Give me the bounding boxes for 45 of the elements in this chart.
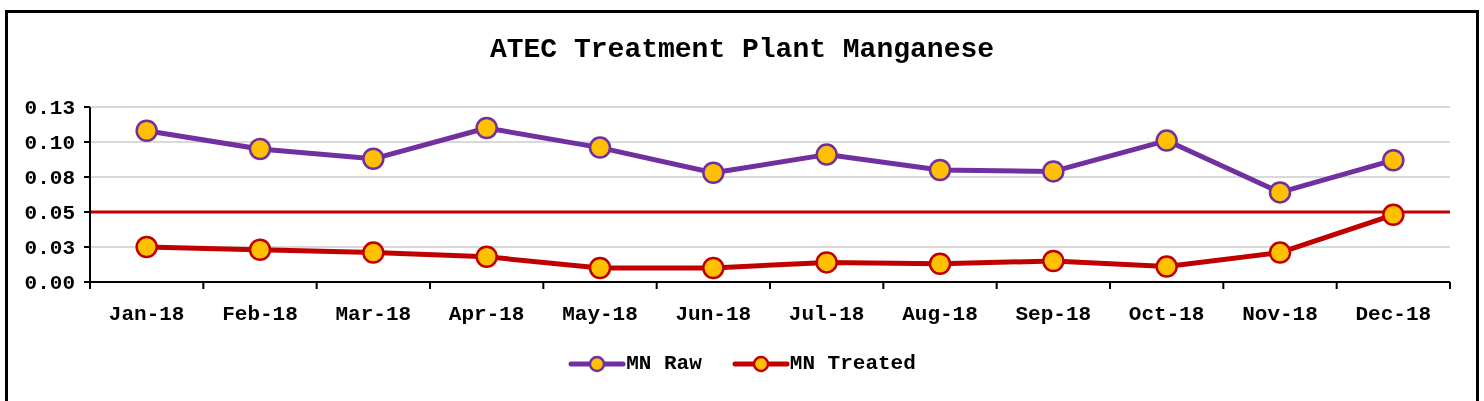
x-tick-label: Mar-18 xyxy=(335,303,412,327)
legend-label: MN Treated xyxy=(789,352,916,376)
x-tick-label: Jul-18 xyxy=(788,303,865,327)
point xyxy=(362,241,385,264)
point xyxy=(475,245,498,269)
chart-title: ATEC Treatment Plant Manganese xyxy=(488,33,996,67)
y-tick-label: 0.08 xyxy=(24,167,75,191)
x-tick-label: May-18 xyxy=(562,303,638,327)
point xyxy=(135,235,158,259)
y-tick-label: 0.10 xyxy=(24,132,75,156)
y-tick-label: 0.05 xyxy=(24,202,75,226)
point xyxy=(815,251,838,274)
point xyxy=(928,158,952,182)
point xyxy=(702,256,725,280)
y-tick-label: 0.13 xyxy=(24,97,75,121)
point xyxy=(1155,129,1178,152)
point xyxy=(815,143,838,166)
x-tick-label: Nov-18 xyxy=(1242,303,1318,327)
point xyxy=(1042,160,1065,183)
x-tick-label: Apr-18 xyxy=(448,303,525,327)
point xyxy=(702,161,725,185)
x-tick-label: Aug-18 xyxy=(902,303,978,327)
y-tick-label: 0.03 xyxy=(24,237,75,261)
x-tick-label: Oct-18 xyxy=(1128,303,1205,327)
point xyxy=(248,238,272,262)
point xyxy=(362,147,385,171)
y-tick-label: 0.00 xyxy=(24,272,75,296)
x-tick-label: Sep-18 xyxy=(1015,303,1092,327)
point xyxy=(475,116,498,140)
point xyxy=(1268,181,1292,204)
legend-label: MN Raw xyxy=(626,352,702,376)
point xyxy=(1382,203,1405,227)
x-tick-label: Feb-18 xyxy=(222,303,298,327)
point xyxy=(1382,148,1405,172)
point xyxy=(248,137,272,161)
point xyxy=(135,119,158,143)
point xyxy=(928,252,952,276)
x-tick-label: Dec-18 xyxy=(1355,303,1432,327)
x-tick-label: Jun-18 xyxy=(675,303,752,327)
point xyxy=(588,136,612,159)
point xyxy=(588,256,612,280)
point xyxy=(1268,241,1292,264)
point xyxy=(1042,249,1065,273)
x-tick-label: Jan-18 xyxy=(108,303,185,327)
point xyxy=(1155,255,1178,278)
